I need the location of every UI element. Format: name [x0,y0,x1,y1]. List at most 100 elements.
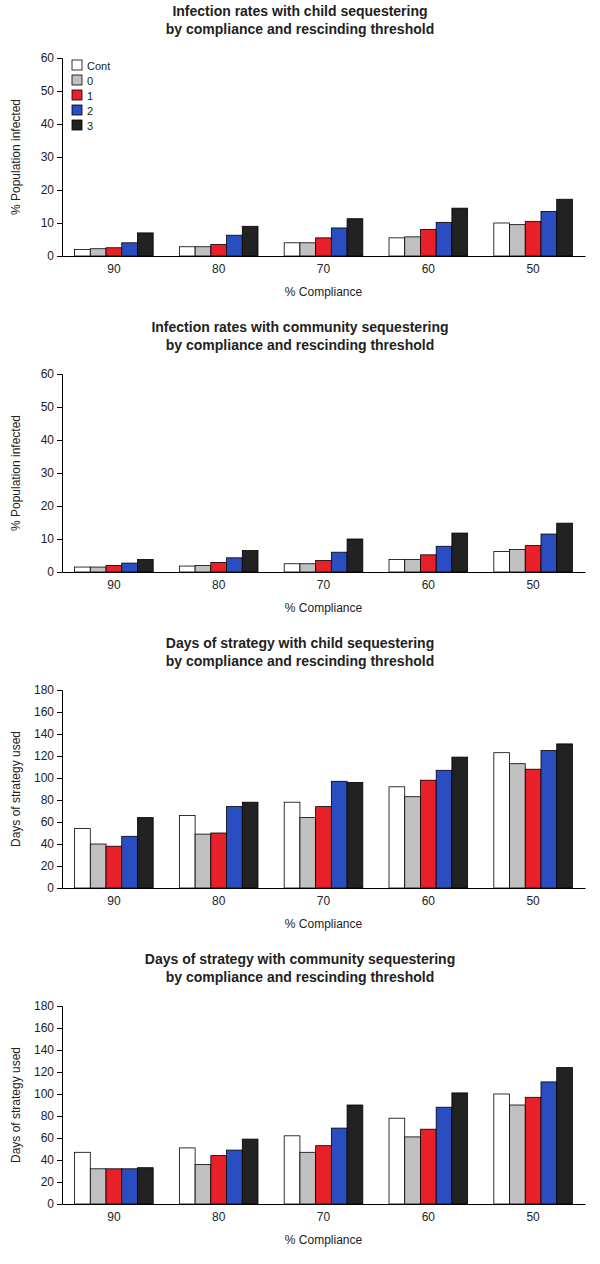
bar [300,1152,316,1204]
bar [452,533,468,572]
tick: 60 [41,51,62,65]
chart-title: Days of strategy with community sequeste… [145,951,455,967]
tick: 30 [41,150,62,164]
legend-label: 2 [87,105,93,117]
tick: 80 [212,256,226,276]
tick-mark [57,58,62,59]
tick-label: 70 [317,894,331,908]
bar [211,1156,227,1204]
bar [525,769,541,888]
x-axis: 90 80 70 60 50 [63,888,586,908]
bar [179,247,195,256]
tick: 50 [526,572,540,592]
bar [195,565,211,572]
x-axis-title: % Compliance [285,917,363,931]
bar [75,567,91,572]
tick-label: 60 [41,815,55,829]
tick-label: 80 [41,793,55,807]
tick-label: 80 [212,578,226,592]
bar [420,555,436,572]
bar [242,551,258,572]
bar [227,1150,243,1204]
tick-label: 50 [526,262,540,276]
tick-label: 60 [422,894,436,908]
tick-mark [57,157,62,158]
tick-label: 90 [107,578,121,592]
tick-label: 20 [41,1175,55,1189]
tick: 70 [317,888,331,908]
bar [300,564,316,572]
tick: 0 [47,1197,62,1211]
tick: 80 [212,888,226,908]
axis-line [57,691,63,889]
tick: 160 [34,705,62,719]
tick-mark [57,1116,62,1117]
tick-label: 120 [34,1065,54,1079]
tick-mark [57,712,62,713]
bar [227,235,243,256]
bar [316,1146,332,1204]
tick: 80 [41,793,62,807]
tick-label: 50 [526,894,540,908]
tick-label: 70 [317,578,331,592]
tick: 20 [41,1175,62,1189]
tick-label: 80 [212,894,226,908]
bar [557,1068,573,1204]
tick-label: 80 [212,262,226,276]
bar [541,211,557,256]
bar [331,552,347,572]
tick-mark [57,124,62,125]
bar [90,249,106,256]
bar [347,219,363,256]
bar [316,807,332,888]
bar [195,247,211,256]
bar [494,753,510,888]
bars [75,199,573,256]
bar [389,787,405,888]
bar [405,1137,421,1204]
tick-label: 60 [41,51,55,65]
tick-mark [57,473,62,474]
bar [137,559,153,572]
tick: 100 [34,771,62,785]
legend-swatch [72,75,82,85]
bar [347,1105,363,1204]
tick: 50 [41,400,62,414]
figure: Infection rates with child sequesteringb… [0,0,600,1264]
bar [494,552,510,572]
bar [452,1093,468,1204]
tick-label: 30 [41,150,55,164]
tick: 70 [317,256,331,276]
tick-label: 90 [107,894,121,908]
panel: Days of strategy with community sequeste… [9,951,586,1247]
legend-swatch [72,60,82,70]
bar [179,566,195,572]
tick-label: 100 [34,771,54,785]
tick-label: 60 [422,1210,436,1224]
bars [75,744,573,888]
panel: Infection rates with child sequesteringb… [9,3,586,299]
legend: Cont0123 [72,60,110,132]
bar [106,1169,122,1204]
y-axis: 020406080100120140160180 [34,683,63,895]
tick: 70 [317,572,331,592]
bar [405,797,421,888]
bar [242,802,258,888]
bar [405,237,421,256]
tick: 10 [41,216,62,230]
tick-mark [57,888,62,889]
bar [510,764,526,888]
bar [179,1148,195,1204]
legend-label: 1 [87,90,93,102]
x-axis: 9080706050 [63,1204,586,1224]
bar [284,243,300,256]
tick: 90 [107,1204,121,1224]
bar [331,228,347,256]
y-axis: 0102030405060 [41,367,63,579]
tick: 60 [41,1131,62,1145]
tick: 50 [526,1204,540,1224]
tick: 70 [317,1204,331,1224]
bar [389,238,405,256]
bar [420,780,436,888]
x-axis: 9080706050 [63,256,586,276]
